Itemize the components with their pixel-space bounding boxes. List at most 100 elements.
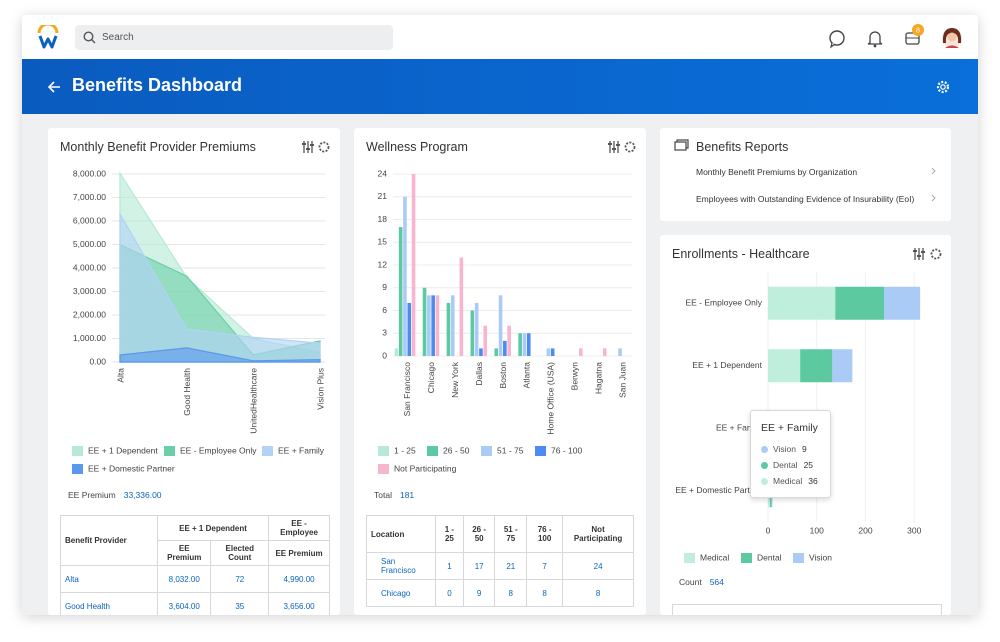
logo[interactable] xyxy=(36,25,60,49)
y-tick-label: 24 xyxy=(378,168,388,178)
x-tick-label: 100 xyxy=(810,525,824,535)
filter-icon[interactable] xyxy=(302,141,314,153)
legend-label: Vision xyxy=(809,552,832,562)
table-cell[interactable]: 4,990.00 xyxy=(268,565,330,593)
table-row: Alta 8,032.00 72 4,990.00 xyxy=(60,565,330,593)
bar xyxy=(503,340,507,356)
table-cell[interactable]: 3,604.00 xyxy=(156,592,212,615)
y-tick-label: 7,000.00 xyxy=(73,192,106,202)
table-cell[interactable]: 24 xyxy=(562,552,634,580)
x-tick-label: UnitedHealthcare xyxy=(249,368,259,434)
legend-label: 26 - 50 xyxy=(443,445,470,455)
x-tick-label: Chicago xyxy=(426,362,436,393)
table-cell[interactable]: 7 xyxy=(526,552,564,580)
badge-count: 8 xyxy=(916,27,920,34)
back-arrow[interactable] xyxy=(46,79,62,95)
table-cell[interactable]: 17 xyxy=(462,552,496,580)
y-tick-label: EE + Family xyxy=(716,423,763,433)
table-cell[interactable]: 8 xyxy=(494,579,528,607)
reports-card: Benefits Reports Monthly Benefit Premium… xyxy=(660,128,951,221)
bar xyxy=(835,286,885,320)
y-tick-label: 2,000.00 xyxy=(73,309,106,319)
legend-label: Medical xyxy=(700,552,729,562)
table-cell[interactable]: 8 xyxy=(562,579,634,607)
bar xyxy=(479,348,483,356)
table-header xyxy=(672,604,942,615)
bar xyxy=(398,227,403,356)
legend-label: 51 - 75 xyxy=(497,445,524,455)
tooltip-dot xyxy=(761,478,768,485)
page-title: Benefits Dashboard xyxy=(72,75,243,95)
legend-label: 1 - 25 xyxy=(394,445,416,455)
notifications-icon[interactable] xyxy=(867,31,883,48)
premiums-card: Monthly Benefit Provider Premiums EE Pre… xyxy=(48,128,340,615)
summary-value[interactable]: 564 xyxy=(709,577,724,587)
bar xyxy=(403,196,407,356)
bar xyxy=(427,295,431,356)
settings-icon[interactable] xyxy=(624,141,636,153)
y-tick-label: EE - Employee Only xyxy=(685,298,762,308)
settings-icon[interactable] xyxy=(318,141,330,153)
card-title: Monthly Benefit Provider Premiums xyxy=(60,140,256,154)
tooltip-label: Dental xyxy=(773,460,798,470)
tooltip-title: EE + Family xyxy=(761,422,818,434)
premiums-table: Benefit Provider EE + 1 Dependent EE - Emp… xyxy=(60,515,330,615)
bar xyxy=(431,295,435,356)
chat-icon[interactable] xyxy=(829,30,845,49)
bar xyxy=(470,310,475,356)
card-title: Enrollments - Healthcare xyxy=(672,247,810,261)
summary-value[interactable]: 181 xyxy=(399,490,415,500)
bar xyxy=(768,349,801,383)
bar xyxy=(546,348,551,356)
search-box[interactable]: Search xyxy=(75,25,393,50)
report-link[interactable]: Monthly Benefit Premiums by Organization xyxy=(696,167,858,177)
bar xyxy=(884,286,921,320)
table-body: San Francisco 1 17 21 7 24 Chicago 0 9 8 8 8 xyxy=(366,552,634,607)
legend-swatch xyxy=(427,446,438,456)
bar xyxy=(602,348,607,356)
y-tick-label: 1,000.00 xyxy=(73,333,106,343)
bar xyxy=(422,287,427,356)
column-header: 1 - 25 xyxy=(435,515,464,553)
bar xyxy=(618,348,622,356)
legend-swatch xyxy=(793,553,804,563)
inbox-icon[interactable] xyxy=(905,32,920,45)
settings-icon[interactable] xyxy=(935,79,951,95)
report-link[interactable]: Employees with Outstanding Evidence of I… xyxy=(696,194,915,204)
bar xyxy=(435,295,440,356)
summary-value[interactable]: 33,336.00 xyxy=(123,490,162,500)
wellness-table: Location 1 - 25 26 - 50 51 - 75 76 - 100 Not … xyxy=(366,515,634,607)
summary: EE Premium 33,336.00 xyxy=(68,490,162,500)
x-tick-label: Good Health xyxy=(182,368,192,416)
legend-label: Dental xyxy=(757,552,782,562)
legend-swatch xyxy=(72,446,83,456)
bar xyxy=(407,302,412,356)
column-header: 26 - 50 xyxy=(462,515,496,553)
table-cell[interactable]: Chicago xyxy=(366,579,436,607)
legend-swatch xyxy=(535,446,546,456)
bar xyxy=(474,302,479,356)
summary-label: EE Premium xyxy=(68,490,116,500)
y-tick-label: 21 xyxy=(378,191,388,201)
table-cell[interactable]: 1 xyxy=(435,552,464,580)
table-row: Chicago 0 9 8 8 8 xyxy=(366,579,634,607)
table-cell[interactable]: 8 xyxy=(526,579,564,607)
tooltip-label: Medical xyxy=(773,476,803,486)
filter-icon[interactable] xyxy=(913,248,925,260)
tooltip-value: 9 xyxy=(802,444,807,454)
y-tick-label: 15 xyxy=(378,237,388,247)
avatar[interactable] xyxy=(942,28,962,48)
filter-icon[interactable] xyxy=(608,141,620,153)
bar xyxy=(411,174,416,356)
x-tick-label: Vision Plus xyxy=(315,368,325,410)
x-tick-label: 200 xyxy=(858,525,872,535)
x-tick-label: San Francisco xyxy=(402,362,412,417)
table-cell[interactable]: 0 xyxy=(435,579,464,607)
legend-label: Not Participating xyxy=(394,463,457,473)
legend-swatch xyxy=(72,464,83,474)
table-cell[interactable]: 3,656.00 xyxy=(268,592,330,615)
tooltip-dot xyxy=(761,446,768,453)
settings-icon[interactable] xyxy=(930,248,942,260)
tooltip-label: Vision xyxy=(773,444,796,454)
